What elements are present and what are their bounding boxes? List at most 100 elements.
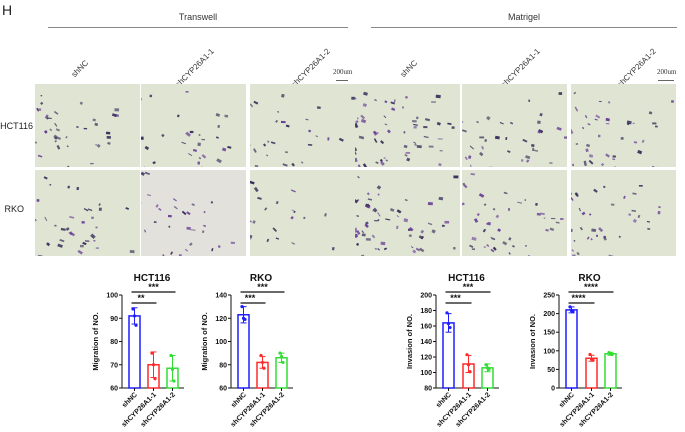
scale-bar: [658, 80, 674, 81]
column-label: shNC: [69, 58, 91, 79]
data-point: [132, 314, 137, 318]
y-tick-label: 200: [543, 311, 555, 318]
column-label: shCYP26A1-1: [173, 46, 216, 89]
y-tick-label: 100: [106, 293, 118, 300]
micrograph-hct116-transwell-shcyp26a1-1: [141, 84, 246, 167]
data-point: [170, 367, 175, 371]
x-tick-label: shCYP26A1-2: [455, 391, 492, 428]
x-tick-label: shNC: [558, 391, 576, 409]
y-tick-label: 60: [219, 386, 227, 393]
significance-label: ***: [463, 282, 474, 292]
y-tick-label: 100: [543, 348, 555, 355]
significance-label: **: [137, 293, 145, 303]
chart-title: HCT116: [448, 273, 485, 284]
scale-bar-label: 200um: [333, 68, 353, 76]
y-axis-label: Migration of NO.: [200, 312, 209, 370]
y-tick-label: 120: [215, 316, 227, 323]
significance-label: ***: [450, 293, 461, 303]
column-label: shCYP26A1-2: [615, 46, 658, 89]
data-point: [169, 353, 173, 358]
data-point: [465, 353, 469, 357]
data-point: [150, 351, 154, 355]
y-axis-label: Invasion of NO.: [405, 314, 414, 369]
section-divider-matrigel: [371, 27, 677, 28]
y-tick-label: 120: [420, 355, 432, 362]
data-point: [591, 358, 595, 362]
data-point: [134, 323, 138, 327]
x-tick-label: shNC: [435, 391, 453, 409]
x-tick-label: shCYP26A1-2: [249, 391, 286, 428]
bar-shnc: [128, 315, 141, 389]
section-title-matrigel: Matrigel: [507, 12, 540, 22]
y-tick-label: 140: [215, 293, 227, 300]
significance-label: ****: [571, 293, 586, 303]
significance-label: ****: [584, 282, 599, 292]
data-point: [279, 355, 284, 359]
data-point: [466, 363, 471, 367]
bar-chart-migration-rko: RKO Migration of NO. 60 80 100 120 140 shNCshCY…: [200, 273, 293, 429]
y-tick-label: 180: [420, 308, 432, 315]
y-axis-label: Migration of NO.: [91, 312, 100, 370]
data-point: [281, 360, 285, 365]
y-tick-label: 140: [420, 339, 432, 346]
micrograph-hct116-transwell-shcyp26a1-2: [250, 84, 355, 167]
data-point: [260, 360, 265, 365]
bar-chart-invasion-hct116: HCT116 Invasion of NO. 80 100 120 140 160 180 20…: [405, 273, 499, 429]
y-tick-label: 60: [110, 386, 118, 393]
micrograph-rko-transwell-shnc: [35, 170, 140, 256]
x-tick-label: shCYP26A1-2: [578, 391, 615, 428]
x-tick-label: shNC: [121, 391, 139, 409]
section-title-transwell: Transwell: [178, 12, 218, 22]
data-point: [153, 377, 157, 381]
data-point: [484, 363, 488, 367]
column-label: shCYP26A1-1: [499, 46, 542, 89]
y-tick-label: 80: [424, 386, 432, 393]
data-point: [571, 310, 575, 314]
y-tick-label: 250: [543, 293, 555, 300]
y-tick-label: 150: [543, 330, 555, 337]
bar-shcyp26a1-2: [604, 353, 617, 389]
chart-title: RKO: [578, 273, 600, 284]
y-tick-label: 100: [420, 370, 432, 377]
micrograph-hct116-matrigel-shnc: [355, 84, 460, 167]
data-point: [262, 366, 266, 370]
column-label: shNC: [398, 58, 420, 79]
y-tick-label: 0: [551, 386, 555, 393]
bar-shnc: [237, 314, 250, 389]
significance-label: ***: [257, 282, 268, 292]
data-point: [448, 325, 452, 330]
micrograph-rko-matrigel-shcyp26a1-1: [462, 170, 567, 256]
y-tick-label: 50: [547, 367, 555, 374]
bar-shnc: [565, 309, 578, 389]
data-point: [588, 352, 592, 357]
y-tick-label: 200: [420, 293, 432, 300]
data-point: [259, 353, 263, 358]
micrograph-rko-transwell-shcyp26a1-2: [250, 170, 355, 256]
data-point: [445, 311, 449, 315]
data-point: [243, 317, 247, 322]
x-tick-label: shNC: [230, 391, 248, 409]
micrograph-rko-matrigel-shnc: [355, 170, 460, 256]
chart-title: HCT116: [134, 273, 171, 284]
data-point: [468, 370, 472, 374]
micrograph-hct116-transwell-shnc: [35, 84, 140, 167]
micrograph-hct116-matrigel-shcyp26a1-2: [571, 84, 676, 167]
panel-letter: H: [2, 2, 13, 18]
scale-bar-label: 200um: [657, 68, 677, 76]
y-tick-label: 80: [219, 362, 227, 369]
row-label-hct116: HCT116: [0, 121, 33, 131]
section-divider-transwell: [48, 27, 348, 28]
y-tick-label: 80: [110, 339, 118, 346]
data-point: [610, 352, 614, 357]
x-tick-label: shCYP26A1-2: [140, 391, 177, 428]
y-axis-label: Invasion of NO.: [530, 314, 537, 369]
chart-title: RKO: [250, 273, 272, 284]
data-point: [131, 307, 135, 311]
column-label: shCYP26A1-2: [289, 46, 332, 89]
micrograph-rko-matrigel-shcyp26a1-2: [571, 170, 676, 256]
y-tick-label: 90: [110, 316, 118, 323]
data-point: [568, 305, 572, 309]
bar-chart-migration-hct116: HCT116 Migration of NO. 60 70 80 90 100 shNCshC…: [91, 273, 184, 429]
micrograph-rko-transwell-shcyp26a1-1: [141, 170, 246, 256]
y-tick-label: 160: [420, 324, 432, 331]
